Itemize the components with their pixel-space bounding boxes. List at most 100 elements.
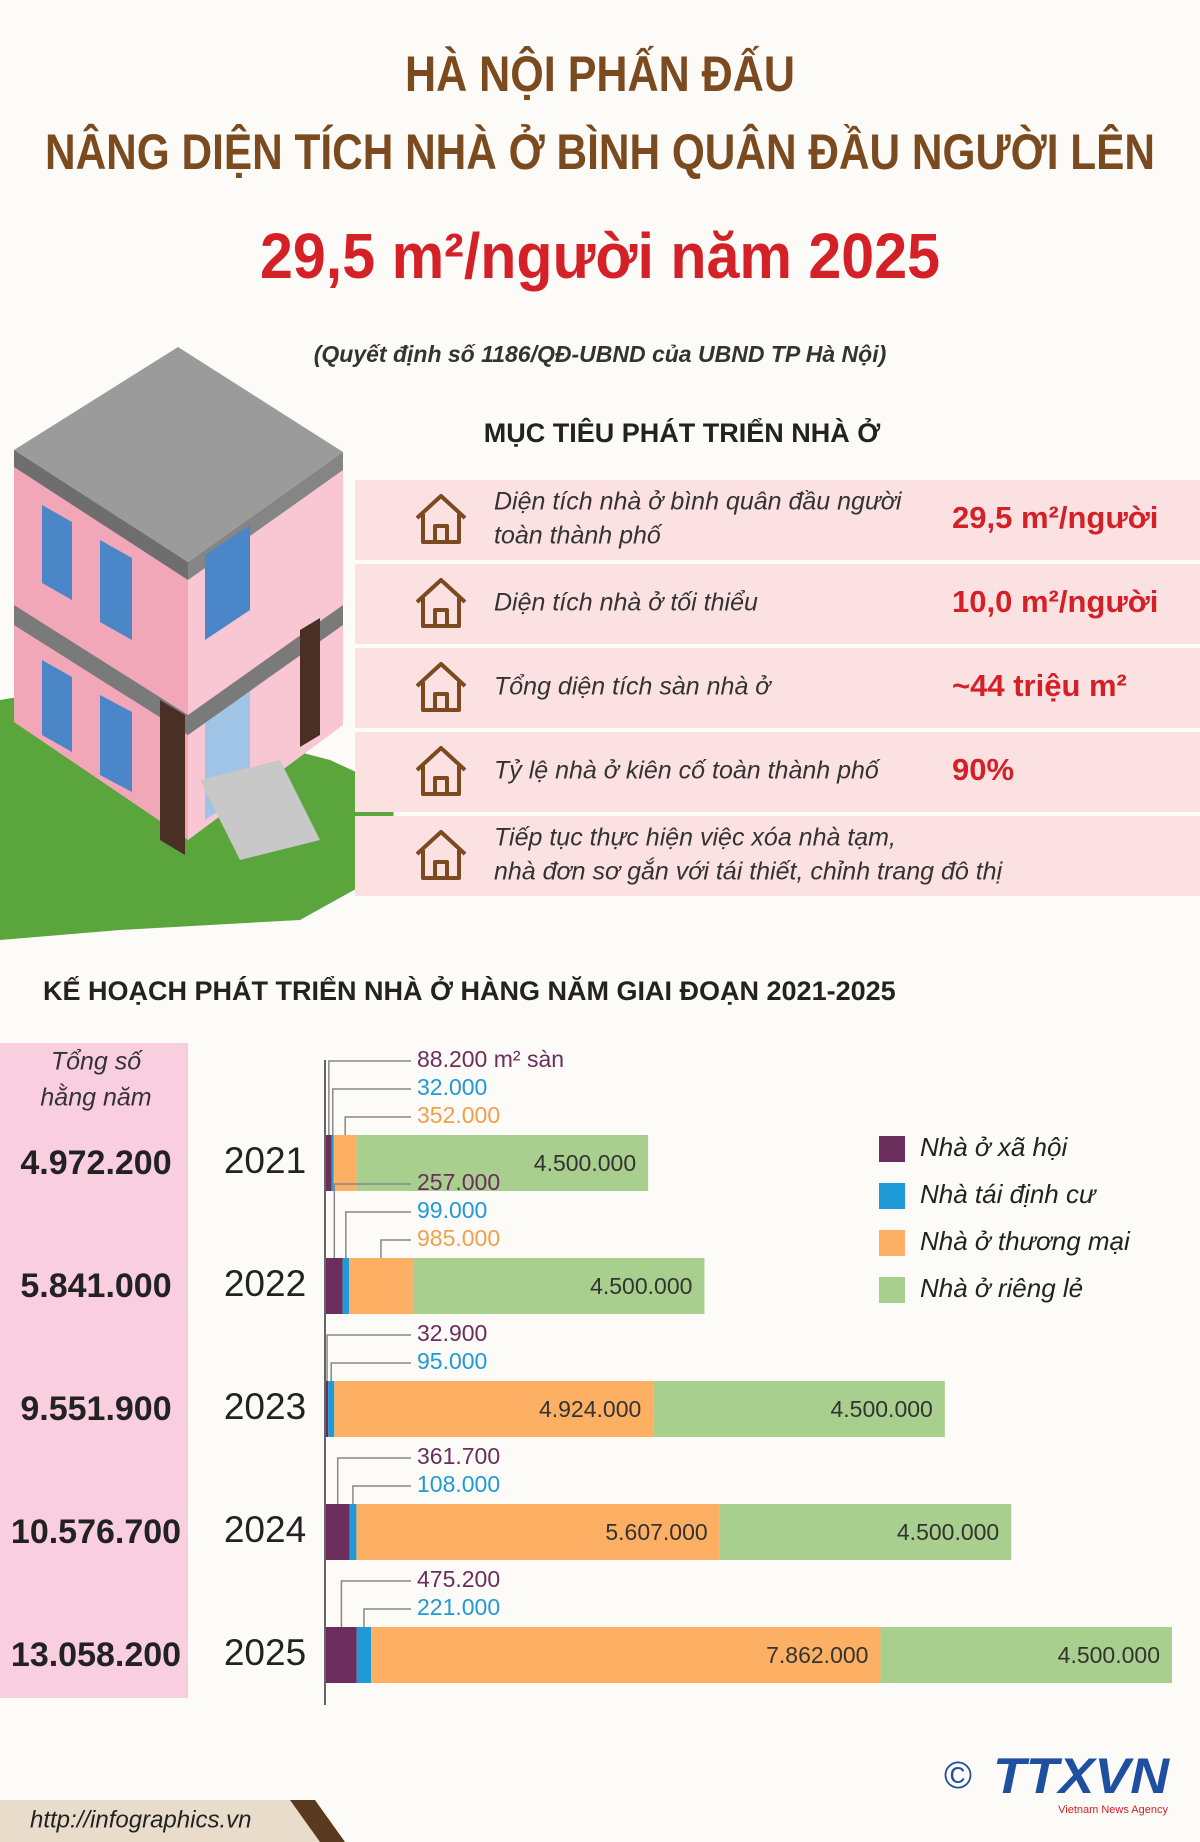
- bar-value-label: 352.000: [417, 1102, 500, 1128]
- category-label: 2023: [224, 1386, 306, 1427]
- bar-segment: [371, 1627, 881, 1683]
- row-icon: [415, 494, 467, 544]
- bar-segment: [326, 1504, 350, 1560]
- bar-value-label: 221.000: [417, 1594, 500, 1620]
- bar-value-label: 32.000: [417, 1074, 487, 1100]
- legend-swatch: [879, 1136, 905, 1162]
- bar-segment: [333, 1135, 357, 1191]
- leader-line: [330, 1362, 411, 1381]
- leader-line: [336, 1457, 411, 1504]
- chart: Tổng số hằng năm 4.972.200 2021 4.500.000 88.…: [11, 1046, 1172, 1705]
- total-label: 10.576.700: [11, 1513, 181, 1551]
- title-line: NÂNG DIỆN TÍCH NHÀ Ở BÌNH QUÂN ĐẦU NGƯỜI…: [45, 123, 1155, 180]
- totals-panel: [0, 1043, 188, 1698]
- target-label: Tỷ lệ nhà ở kiên cố toàn thành phố: [494, 757, 881, 785]
- bar-segment: [328, 1381, 335, 1437]
- targets-title: MỤC TIÊU PHÁT TRIỂN NHÀ Ở: [484, 416, 881, 448]
- leader-line: [328, 1060, 411, 1135]
- footer: http://infographics.vn © TTXVN Vietnam N…: [0, 1748, 1170, 1842]
- target-row: [355, 816, 1200, 896]
- leader-line: [363, 1608, 411, 1627]
- title-line: HÀ NỘI PHẤN ĐẤU: [405, 45, 795, 102]
- bar-segment: [326, 1258, 343, 1314]
- bar-value-label: 257.000: [417, 1169, 500, 1195]
- row-icon: [415, 746, 467, 796]
- row-icon: [415, 830, 467, 880]
- target-value: ~44 triệu m²: [952, 668, 1127, 703]
- bar-value-label: 4.500.000: [831, 1396, 933, 1422]
- bar-value-label: 5.607.000: [605, 1519, 707, 1545]
- target-value: 90%: [952, 752, 1014, 787]
- agency: Vietnam News Agency: [1058, 1804, 1168, 1816]
- target-row: [355, 648, 1200, 728]
- target-label: Tiếp tục thực hiện việc xóa nhà tạm,: [494, 824, 896, 852]
- target-value: 29,5 m²/người: [952, 500, 1158, 535]
- total-label: 13.058.200: [11, 1636, 181, 1674]
- bar-value-label: 32.900: [417, 1320, 487, 1346]
- bar-value-label: 4.500.000: [1058, 1642, 1160, 1668]
- bar-segment: [334, 1381, 654, 1437]
- target-label: Diện tích nhà ở bình quân đầu người: [494, 488, 903, 516]
- bar-value-label: 88.200 m² sàn: [417, 1046, 564, 1072]
- chart-title: KẾ HOẠCH PHÁT TRIỂN NHÀ Ở HÀNG NĂM GIAI …: [43, 974, 896, 1006]
- leader-line: [326, 1334, 411, 1381]
- totals-title: hằng năm: [40, 1083, 151, 1112]
- bar-segment: [653, 1381, 945, 1437]
- bar-value-label: 475.200: [417, 1566, 500, 1592]
- bar-segment: [356, 1135, 649, 1191]
- target-label: Tổng diện tích sàn nhà ở: [494, 673, 772, 701]
- target-label: nhà đơn sơ gắn với tái thiết, chỉnh tran…: [494, 857, 1004, 886]
- legend-swatch: [879, 1230, 905, 1256]
- bar-value-label: 4.500.000: [590, 1273, 692, 1299]
- bar-segment: [356, 1627, 372, 1683]
- target-value: 10,0 m²/người: [952, 584, 1158, 619]
- leader-line: [345, 1211, 411, 1258]
- bar-segment: [356, 1504, 720, 1560]
- row-icon: [415, 662, 467, 712]
- footer-band: [0, 1800, 325, 1842]
- footer-url: http://infographics.vn: [30, 1806, 251, 1833]
- legend-label: Nhà tái định cư: [920, 1179, 1097, 1209]
- totals-title: Tổng số: [51, 1048, 143, 1076]
- leader-line: [352, 1485, 411, 1504]
- leader-line: [333, 1183, 411, 1258]
- category-label: 2024: [224, 1509, 306, 1550]
- bar-segment: [349, 1258, 413, 1314]
- leader-line: [332, 1088, 411, 1135]
- category-label: 2022: [224, 1263, 306, 1304]
- target-row: [355, 732, 1200, 812]
- bar-segment: [349, 1504, 357, 1560]
- footer-accent: [290, 1800, 345, 1842]
- legend-label: Nhà ở thương mại: [920, 1226, 1131, 1256]
- bar-value-label: 99.000: [417, 1197, 487, 1223]
- target-row: [355, 480, 1200, 560]
- bar-value-label: 361.700: [417, 1443, 500, 1469]
- bar-segment: [342, 1258, 350, 1314]
- leader-line: [380, 1239, 411, 1258]
- bar-value-label: 4.500.000: [897, 1519, 999, 1545]
- logo: TTXVN: [993, 1748, 1170, 1804]
- total-label: 4.972.200: [20, 1144, 171, 1182]
- target-row: [355, 564, 1200, 644]
- bar-value-label: 108.000: [417, 1471, 500, 1497]
- bar-segment: [326, 1627, 357, 1683]
- bar-segment: [880, 1627, 1172, 1683]
- total-label: 9.551.900: [20, 1390, 171, 1428]
- legend-label: Nhà ở riêng lẻ: [920, 1273, 1083, 1303]
- bar-segment: [326, 1381, 329, 1437]
- source-note: (Quyết định số 1186/QĐ-UBND của UBND TP …: [314, 341, 887, 367]
- bar-segment: [331, 1135, 334, 1191]
- bar-value-label: 7.862.000: [766, 1642, 868, 1668]
- total-label: 5.841.000: [20, 1267, 171, 1305]
- bar-segment: [719, 1504, 1012, 1560]
- leader-line: [344, 1116, 411, 1135]
- bar-value-label: 4.924.000: [539, 1396, 641, 1422]
- category-label: 2021: [224, 1140, 306, 1181]
- house-illustration: [0, 347, 395, 940]
- bar-value-label: 985.000: [417, 1225, 500, 1251]
- target-label: Diện tích nhà ở tối thiểu: [494, 589, 758, 617]
- row-icon: [415, 578, 467, 628]
- targets-list: Diện tích nhà ở bình quân đầu người toàn …: [355, 480, 1200, 896]
- bar-segment: [412, 1258, 705, 1314]
